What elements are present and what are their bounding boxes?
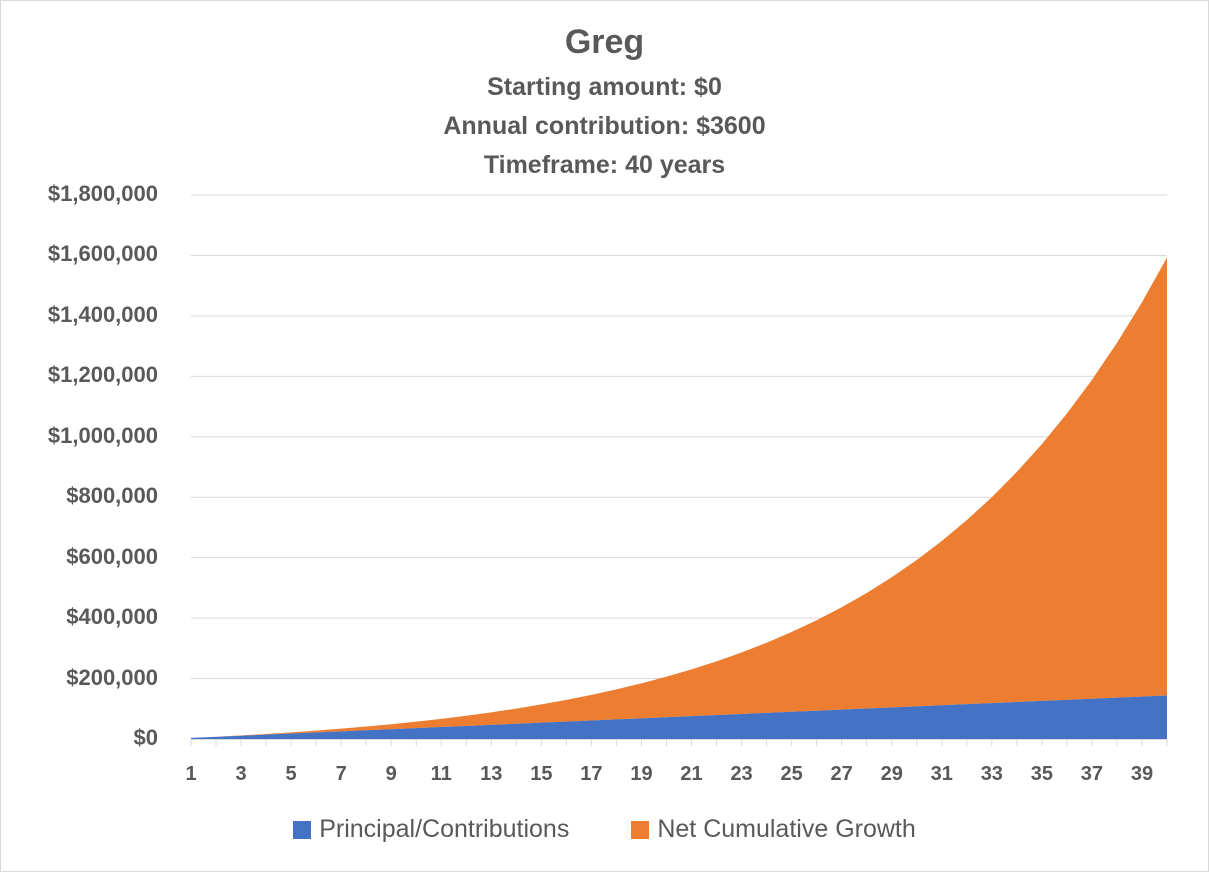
- y-tick-label: $1,200,000: [47, 362, 158, 388]
- chart-title: Greg: [564, 23, 645, 61]
- x-tick-label: 35: [1030, 763, 1053, 785]
- x-tick-label: 1: [185, 763, 197, 785]
- x-tick-label: 37: [1080, 763, 1104, 785]
- y-tick-label: $1,000,000: [47, 422, 158, 448]
- x-tick-label: 31: [930, 763, 953, 785]
- y-tick-label: $1,800,000: [47, 181, 158, 206]
- x-tick-label: 29: [880, 763, 903, 785]
- x-tick-label: 3: [235, 763, 247, 785]
- legend-label-growth: Net Cumulative Growth: [657, 815, 916, 843]
- x-tick-label: 23: [730, 763, 753, 785]
- y-tick-label: $0: [133, 725, 158, 750]
- y-tick-label: $1,400,000: [47, 301, 158, 327]
- subtitle-timeframe: Timeframe: 40 years: [483, 151, 726, 179]
- x-tick-label: 7: [335, 763, 347, 785]
- y-tick-label: $400,000: [66, 604, 158, 630]
- y-tick-label: $600,000: [66, 543, 158, 569]
- x-tick-label: 19: [630, 763, 653, 785]
- x-tick-label: 15: [530, 763, 553, 785]
- legend-swatch-growth: [631, 820, 650, 839]
- y-tick-label: $800,000: [66, 483, 158, 509]
- x-tick-label: 21: [680, 763, 703, 785]
- legend-label-principal: Principal/Contributions: [319, 815, 570, 843]
- x-tick-label: 39: [1130, 763, 1154, 785]
- x-tick-label: 11: [430, 763, 452, 785]
- y-tick-label: $200,000: [66, 664, 158, 690]
- x-tick-label: 17: [580, 763, 603, 785]
- area-net-cumulative-growth: [191, 257, 1167, 738]
- x-tick-label: 25: [780, 763, 803, 785]
- x-tick-label: 33: [980, 763, 1003, 785]
- subtitle-starting-amount: Starting amount: $0: [487, 73, 722, 101]
- legend: Principal/Contributions Net Cumulative G…: [1, 815, 1208, 844]
- legend-item-principal: Principal/Contributions: [293, 815, 569, 844]
- x-tick-label: 5: [285, 763, 297, 785]
- x-tick-label: 27: [830, 763, 853, 785]
- area-principal-contributions: [191, 695, 1167, 739]
- legend-swatch-principal: [293, 820, 312, 839]
- legend-item-growth: Net Cumulative Growth: [631, 815, 916, 844]
- x-tick-label: 9: [385, 763, 397, 785]
- x-tick-label: 13: [480, 763, 503, 785]
- y-tick-label: $1,600,000: [47, 241, 158, 267]
- subtitle-annual-contribution: Annual contribution: $3600: [443, 112, 766, 140]
